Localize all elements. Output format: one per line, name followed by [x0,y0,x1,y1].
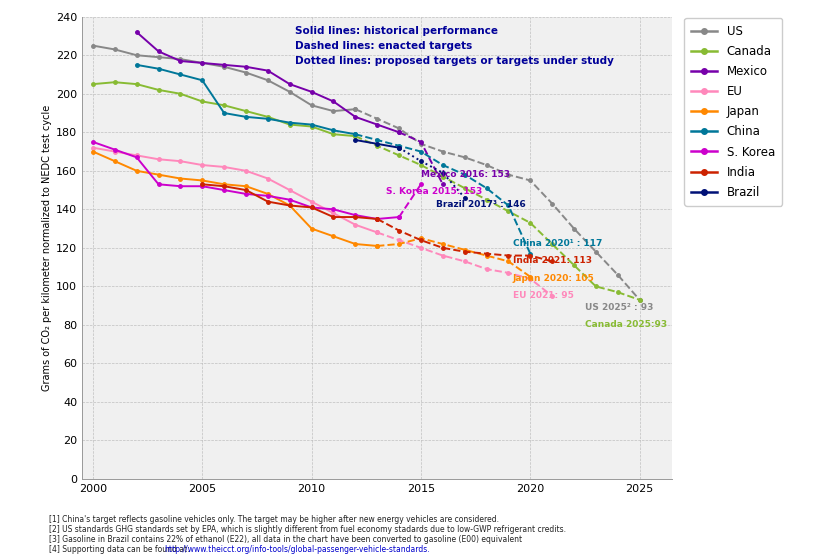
Text: [3] Gasoline in Brazil contains 22% of ethanol (E22), all data in the chart have: [3] Gasoline in Brazil contains 22% of e… [49,535,522,544]
Y-axis label: Grams of CO₂ per kilometer normalized to NEDC test cycle: Grams of CO₂ per kilometer normalized to… [42,105,52,391]
Text: EU 2021: 95: EU 2021: 95 [512,291,573,300]
Text: [1] China's target reflects gasoline vehicles only. The target may be higher aft: [1] China's target reflects gasoline veh… [49,515,499,524]
Text: Solid lines: historical performance
Dashed lines: enacted targets
Dotted lines: : Solid lines: historical performance Dash… [294,26,613,66]
Text: Brazil 2017³ : 146: Brazil 2017³ : 146 [436,201,525,209]
Text: China 2020¹ : 117: China 2020¹ : 117 [512,239,601,248]
Text: India 2021: 113: India 2021: 113 [512,256,591,265]
Text: Canada 2025:93: Canada 2025:93 [584,320,666,329]
Text: [4] Supporting data can be found at:: [4] Supporting data can be found at: [49,545,194,554]
Text: Japan 2020: 105: Japan 2020: 105 [512,273,594,282]
Text: http://www.theicct.org/info-tools/global-passenger-vehicle-standards.: http://www.theicct.org/info-tools/global… [165,545,430,554]
Text: S. Korea 2015: 153: S. Korea 2015: 153 [386,187,482,196]
Legend: US, Canada, Mexico, EU, Japan, China, S. Korea, India, Brazil: US, Canada, Mexico, EU, Japan, China, S.… [683,18,781,206]
Text: Mexico 2016: 153: Mexico 2016: 153 [420,169,509,179]
Text: [2] US standards GHG standards set by EPA, which is slightly different from fuel: [2] US standards GHG standards set by EP… [49,525,565,534]
Text: US 2025² : 93: US 2025² : 93 [584,302,653,311]
